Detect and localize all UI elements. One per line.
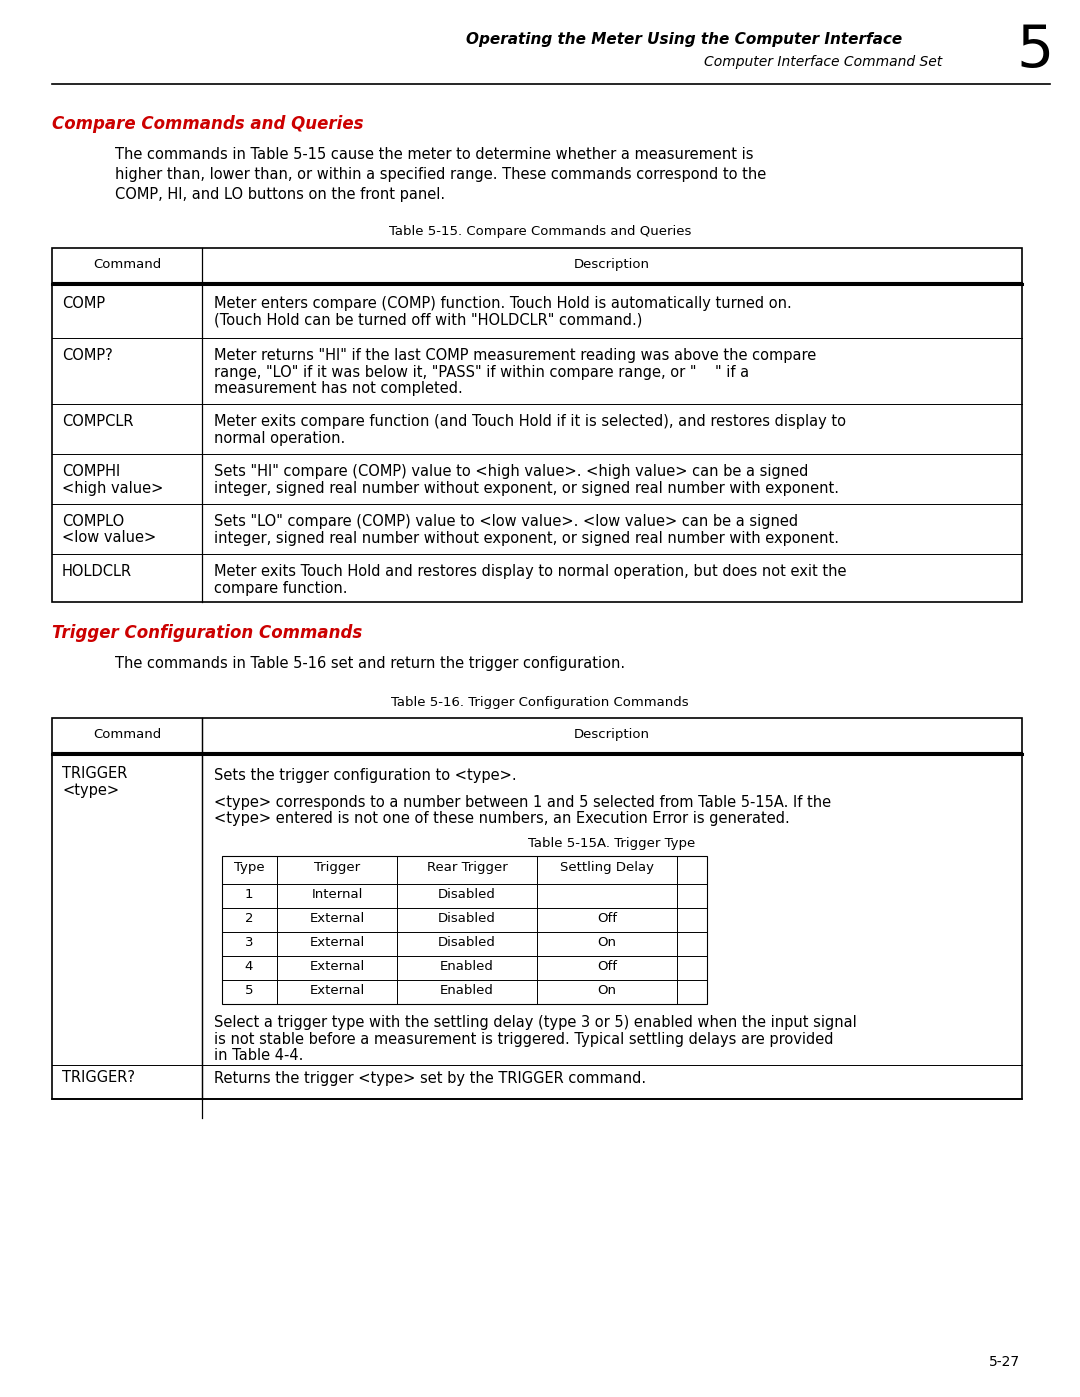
Text: Table 5-15A. Trigger Type: Table 5-15A. Trigger Type: [528, 837, 696, 851]
Text: COMPCLR: COMPCLR: [62, 414, 134, 429]
Text: Select a trigger type with the settling delay (type 3 or 5) enabled when the inp: Select a trigger type with the settling …: [214, 1016, 856, 1031]
Text: Trigger: Trigger: [314, 862, 360, 875]
Text: The commands in Table 5-16 set and return the trigger configuration.: The commands in Table 5-16 set and retur…: [114, 657, 625, 671]
Text: HOLDCLR: HOLDCLR: [62, 564, 132, 578]
Text: Table 5-16. Trigger Configuration Commands: Table 5-16. Trigger Configuration Comman…: [391, 696, 689, 710]
Text: TRIGGER: TRIGGER: [62, 766, 127, 781]
Text: Description: Description: [573, 258, 650, 271]
Text: COMP, HI, and LO buttons on the front panel.: COMP, HI, and LO buttons on the front pa…: [114, 187, 445, 203]
Text: Compare Commands and Queries: Compare Commands and Queries: [52, 115, 364, 133]
Text: 4: 4: [245, 961, 253, 974]
Text: Table 5-15. Compare Commands and Queries: Table 5-15. Compare Commands and Queries: [389, 225, 691, 237]
Text: Returns the trigger <type> set by the TRIGGER command.: Returns the trigger <type> set by the TR…: [214, 1070, 646, 1085]
Text: External: External: [309, 961, 365, 974]
Text: On: On: [597, 936, 617, 950]
Text: integer, signed real number without exponent, or signed real number with exponen: integer, signed real number without expo…: [214, 481, 839, 496]
Text: COMPHI: COMPHI: [62, 464, 120, 479]
Text: Command: Command: [93, 728, 161, 740]
Text: Description: Description: [573, 728, 650, 740]
Text: 5-27: 5-27: [989, 1355, 1020, 1369]
Text: measurement has not completed.: measurement has not completed.: [214, 381, 462, 395]
Text: Disabled: Disabled: [438, 888, 496, 901]
Text: range, "LO" if it was below it, "PASS" if within compare range, or "    " if a: range, "LO" if it was below it, "PASS" i…: [214, 365, 750, 380]
Text: <type> entered is not one of these numbers, an Execution Error is generated.: <type> entered is not one of these numbe…: [214, 812, 789, 826]
Text: Meter exits Touch Hold and restores display to normal operation, but does not ex: Meter exits Touch Hold and restores disp…: [214, 564, 847, 578]
Text: Rear Trigger: Rear Trigger: [427, 862, 508, 875]
Text: Sets "LO" compare (COMP) value to <low value>. <low value> can be a signed: Sets "LO" compare (COMP) value to <low v…: [214, 514, 798, 529]
Text: Sets "HI" compare (COMP) value to <high value>. <high value> can be a signed: Sets "HI" compare (COMP) value to <high …: [214, 464, 808, 479]
Text: Disabled: Disabled: [438, 912, 496, 925]
Text: 2: 2: [245, 912, 253, 925]
Text: On: On: [597, 985, 617, 997]
Text: Meter exits compare function (and Touch Hold if it is selected), and restores di: Meter exits compare function (and Touch …: [214, 414, 846, 429]
Text: integer, signed real number without exponent, or signed real number with exponen: integer, signed real number without expo…: [214, 531, 839, 545]
Text: Enabled: Enabled: [440, 985, 494, 997]
Bar: [52, 718, 1022, 1098]
Text: Type: Type: [233, 862, 265, 875]
Text: The commands in Table 5-15 cause the meter to determine whether a measurement is: The commands in Table 5-15 cause the met…: [114, 147, 754, 162]
Text: Meter returns "HI" if the last COMP measurement reading was above the compare: Meter returns "HI" if the last COMP meas…: [214, 348, 816, 363]
Text: TRIGGER?: TRIGGER?: [62, 1070, 135, 1085]
Text: <high value>: <high value>: [62, 481, 163, 496]
Text: Internal: Internal: [311, 888, 363, 901]
Text: Off: Off: [597, 961, 617, 974]
Text: 1: 1: [245, 888, 253, 901]
Text: Settling Delay: Settling Delay: [561, 862, 654, 875]
Text: 5: 5: [1016, 22, 1054, 80]
Text: Disabled: Disabled: [438, 936, 496, 950]
Text: COMP: COMP: [62, 296, 105, 312]
Text: External: External: [309, 985, 365, 997]
Text: Sets the trigger configuration to <type>.: Sets the trigger configuration to <type>…: [214, 768, 516, 782]
Text: is not stable before a measurement is triggered. Typical settling delays are pro: is not stable before a measurement is tr…: [214, 1032, 834, 1046]
Text: compare function.: compare function.: [214, 581, 348, 595]
Text: in Table 4-4.: in Table 4-4.: [214, 1049, 303, 1063]
Text: <type>: <type>: [62, 782, 119, 798]
Text: <type> corresponds to a number between 1 and 5 selected from Table 5-15A. If the: <type> corresponds to a number between 1…: [214, 795, 832, 809]
Text: External: External: [309, 936, 365, 950]
Text: External: External: [309, 912, 365, 925]
Text: normal operation.: normal operation.: [214, 430, 346, 446]
Text: (Touch Hold can be turned off with "HOLDCLR" command.): (Touch Hold can be turned off with "HOLD…: [214, 313, 643, 327]
Bar: [222, 855, 707, 1003]
Bar: [52, 249, 1022, 602]
Text: Operating the Meter Using the Computer Interface: Operating the Meter Using the Computer I…: [465, 32, 902, 47]
Text: COMP?: COMP?: [62, 348, 112, 363]
Text: Computer Interface Command Set: Computer Interface Command Set: [704, 54, 942, 68]
Text: Off: Off: [597, 912, 617, 925]
Text: COMPLO: COMPLO: [62, 514, 124, 529]
Text: 3: 3: [245, 936, 253, 950]
Text: Command: Command: [93, 258, 161, 271]
Text: Trigger Configuration Commands: Trigger Configuration Commands: [52, 624, 362, 643]
Text: <low value>: <low value>: [62, 531, 157, 545]
Text: 5: 5: [245, 985, 253, 997]
Text: Enabled: Enabled: [440, 961, 494, 974]
Text: Meter enters compare (COMP) function. Touch Hold is automatically turned on.: Meter enters compare (COMP) function. To…: [214, 296, 792, 312]
Text: higher than, lower than, or within a specified range. These commands correspond : higher than, lower than, or within a spe…: [114, 168, 766, 182]
